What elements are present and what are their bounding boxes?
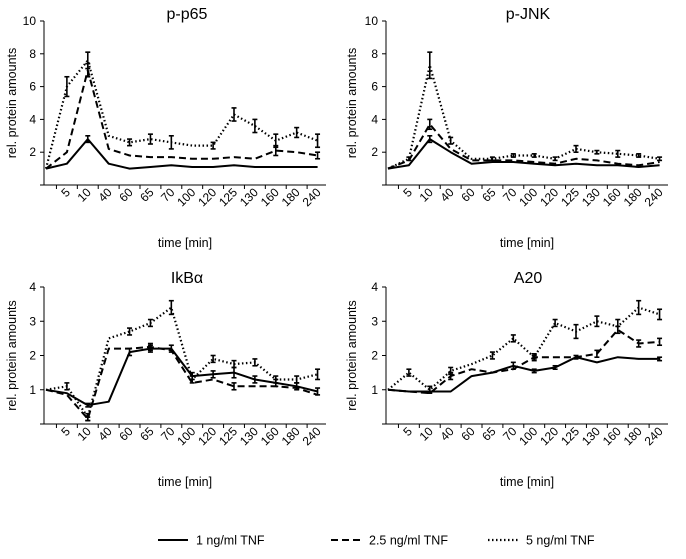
x-tick-label: 100 — [516, 185, 540, 209]
x-tick-label: 130 — [579, 185, 603, 209]
series-dotted — [45, 299, 321, 422]
series-dashed — [45, 62, 321, 170]
x-tick-label: 130 — [237, 424, 261, 448]
x-tick-label: 240 — [642, 185, 666, 209]
y-axis-label: rel. protein amounts — [345, 48, 359, 158]
y-tick-label: 4 — [29, 112, 36, 126]
series-dashed — [387, 118, 660, 170]
series-line — [44, 59, 319, 169]
y-tick-label: 6 — [371, 80, 378, 94]
y-tick-label: 8 — [29, 47, 36, 61]
legend-label: 2.5 ng/ml TNF — [369, 534, 448, 548]
x-tick-label: 125 — [216, 185, 240, 209]
x-tick-label: 125 — [558, 185, 582, 209]
series-line — [45, 347, 318, 407]
x-tick-label: 125 — [216, 424, 240, 448]
series-solid — [45, 344, 321, 408]
x-tick-label: 100 — [174, 424, 198, 448]
x-tick-label: 160 — [258, 424, 282, 448]
legend-label: 5 ng/ml TNF — [526, 534, 595, 548]
chart-title: IkBα — [171, 270, 203, 287]
x-axis-label: time [min] — [158, 475, 212, 489]
x-tick-label: 180 — [621, 185, 645, 209]
x-tick-label: 5 — [58, 424, 73, 439]
y-axis-label: rel. protein amounts — [345, 300, 359, 410]
x-tick-label: 240 — [642, 424, 666, 448]
series-line — [45, 138, 318, 170]
series-solid — [45, 135, 318, 170]
x-tick-label: 240 — [300, 424, 324, 448]
chart-title: p-JNK — [506, 6, 551, 23]
series-dashed — [387, 325, 663, 395]
x-tick-label: 5 — [400, 424, 415, 439]
x-tick-label: 160 — [600, 424, 624, 448]
y-tick-label: 3 — [29, 314, 36, 328]
y-tick-label: 3 — [371, 314, 378, 328]
y-axis-label: rel. protein amounts — [5, 48, 19, 158]
series-line — [45, 345, 318, 420]
x-tick-label: 5 — [400, 185, 415, 200]
x-tick-label: 130 — [237, 185, 261, 209]
x-axis-label: time [min] — [500, 236, 554, 250]
legend-item-dotted: 5 ng/ml TNF — [488, 534, 595, 548]
y-axis-label: rel. protein amounts — [5, 300, 19, 410]
x-tick-label: 240 — [300, 185, 324, 209]
series-dotted — [387, 299, 663, 394]
x-tick-label: 180 — [279, 424, 303, 448]
y-tick-label: 1 — [29, 383, 36, 397]
series-solid — [387, 135, 660, 170]
legend-item-solid: 1 ng/ml TNF — [158, 534, 265, 548]
legend-label: 1 ng/ml TNF — [196, 534, 265, 548]
y-tick-label: 10 — [365, 14, 379, 28]
x-axis-label: time [min] — [158, 236, 212, 250]
series-dashed — [45, 342, 318, 422]
y-tick-label: 2 — [371, 145, 378, 159]
series-line — [387, 64, 660, 170]
x-tick-label: 120 — [195, 185, 219, 209]
chart-title: A20 — [514, 270, 543, 287]
x-axis-label: time [min] — [500, 475, 554, 489]
series-dotted — [387, 51, 663, 170]
series-line — [45, 69, 318, 170]
x-tick-label: 100 — [516, 424, 540, 448]
y-tick-label: 2 — [29, 145, 36, 159]
x-tick-label: 120 — [195, 424, 219, 448]
x-tick-label: 180 — [279, 185, 303, 209]
series-dotted — [44, 51, 321, 169]
series-line — [387, 138, 660, 170]
legend-item-dashed: 2.5 ng/ml TNF — [331, 534, 448, 548]
series-line — [387, 328, 660, 395]
y-tick-label: 4 — [371, 112, 378, 126]
x-tick-label: 160 — [258, 185, 282, 209]
x-tick-label: 100 — [174, 185, 198, 209]
x-tick-label: 125 — [558, 424, 582, 448]
y-tick-label: 1 — [371, 383, 378, 397]
y-tick-label: 4 — [371, 280, 378, 294]
y-tick-label: 6 — [29, 80, 36, 94]
y-tick-label: 4 — [29, 280, 36, 294]
legend: 1 ng/ml TNF 2.5 ng/ml TNF 5 ng/ml TNF — [158, 534, 595, 548]
x-tick-label: 120 — [537, 424, 561, 448]
y-tick-label: 2 — [371, 349, 378, 363]
y-tick-label: 8 — [371, 47, 378, 61]
x-tick-label: 120 — [537, 185, 561, 209]
x-tick-label: 130 — [579, 424, 603, 448]
x-tick-label: 5 — [58, 185, 73, 200]
series-line — [387, 123, 660, 170]
y-tick-label: 10 — [23, 14, 37, 28]
chart-title: p-p65 — [167, 6, 208, 23]
x-tick-label: 160 — [600, 185, 624, 209]
x-tick-label: 180 — [621, 424, 645, 448]
y-tick-label: 2 — [29, 349, 36, 363]
